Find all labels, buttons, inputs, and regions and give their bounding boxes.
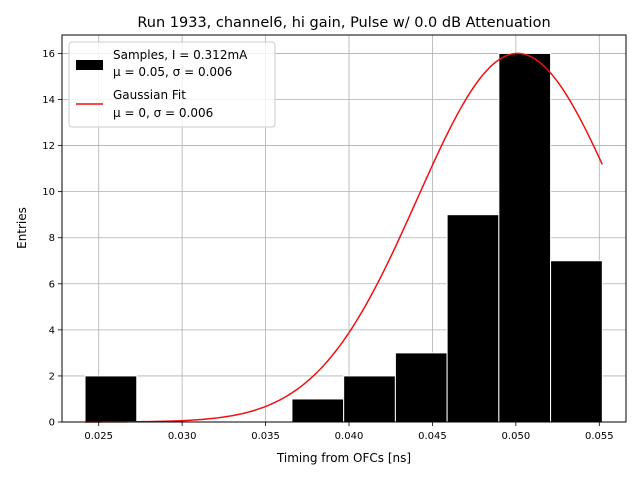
- histogram-bar: [343, 375, 396, 423]
- y-tick-label: 6: [49, 279, 55, 290]
- x-tick-label: 0.050: [502, 431, 531, 442]
- y-tick-label: 0: [49, 418, 55, 429]
- y-axis-ticks: 0 2 4 6 8 10 12 14 16: [42, 49, 62, 429]
- x-tick-label: 0.040: [335, 431, 364, 442]
- gaussian-fit-line: [85, 52, 603, 423]
- histogram-bar: [446, 214, 500, 423]
- x-tick-label: 0.030: [168, 431, 197, 442]
- x-axis-label: Timing from OFCs [ns]: [276, 451, 411, 465]
- plot-frame: [61, 34, 627, 423]
- x-tick-label: 0.045: [418, 431, 447, 442]
- histogram-bar: [498, 52, 552, 423]
- legend-samples-stats: μ = 0.05, σ = 0.006: [113, 65, 232, 79]
- y-tick-label: 14: [42, 95, 55, 106]
- histogram-bar: [84, 375, 138, 423]
- legend-fit-stats: μ = 0, σ = 0.006: [113, 106, 213, 120]
- legend-fit-label: Gaussian Fit: [113, 88, 186, 102]
- histogram-bar: [394, 352, 448, 423]
- histogram-bar: [550, 260, 603, 423]
- chart-title: Run 1933, channel6, hi gain, Pulse w/ 0.…: [137, 15, 550, 31]
- legend-samples-swatch: [76, 60, 103, 70]
- x-tick-label: 0.025: [84, 431, 113, 442]
- histogram-bars: [84, 52, 603, 423]
- legend: Samples, I = 0.312mA μ = 0.05, σ = 0.006…: [68, 41, 276, 128]
- y-tick-label: 4: [49, 325, 55, 336]
- y-tick-label: 8: [49, 233, 55, 244]
- x-tick-label: 0.035: [251, 431, 280, 442]
- y-tick-label: 10: [42, 187, 55, 198]
- y-tick-label: 12: [42, 141, 55, 152]
- histogram-bar: [291, 398, 345, 423]
- legend-samples-label: Samples, I = 0.312mA: [113, 48, 248, 62]
- legend-box: [68, 41, 276, 128]
- y-axis-label: Entries: [15, 207, 29, 249]
- x-tick-label: 0.055: [585, 431, 614, 442]
- y-tick-label: 16: [42, 49, 55, 60]
- x-axis-ticks: 0.025 0.030 0.035 0.040 0.045 0.050 0.055: [84, 422, 614, 442]
- y-tick-label: 2: [49, 371, 55, 382]
